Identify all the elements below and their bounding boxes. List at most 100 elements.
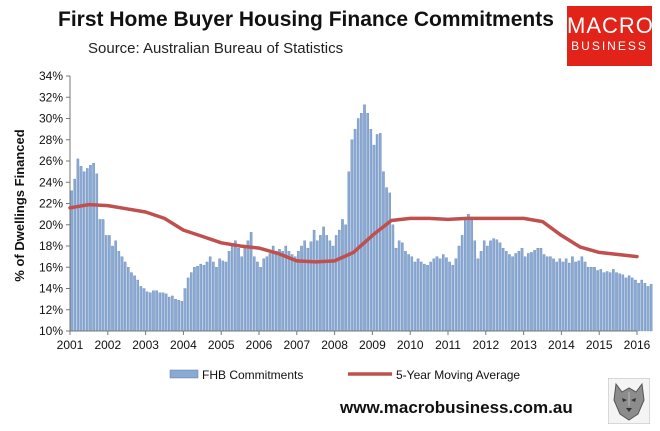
bar [108, 235, 111, 332]
bar [86, 168, 89, 332]
bar [479, 251, 483, 332]
bar [284, 245, 288, 332]
bar [243, 245, 247, 332]
bar [627, 275, 631, 332]
bar [338, 229, 341, 332]
bar [104, 235, 108, 332]
x-tick-label: 2009 [359, 338, 386, 352]
bar [117, 251, 121, 332]
bar [234, 240, 237, 332]
y-tick-label: 10% [39, 324, 63, 338]
bar [586, 267, 590, 332]
bar [470, 219, 473, 332]
x-tick-label: 2001 [57, 338, 84, 352]
bar [155, 290, 158, 332]
bar [413, 261, 417, 332]
bar [95, 173, 99, 332]
x-tick-label: 2013 [510, 338, 537, 352]
bar [416, 258, 420, 332]
bar [590, 267, 593, 332]
bar [177, 300, 180, 332]
bar [221, 260, 225, 332]
bar [558, 258, 562, 332]
bar [275, 251, 278, 332]
bar [152, 290, 155, 332]
bar [549, 256, 552, 332]
bar [82, 171, 86, 332]
bar [89, 165, 92, 332]
logo-line-2: BUSINESS [571, 39, 648, 53]
bar [278, 249, 281, 332]
bar [79, 166, 83, 332]
x-tick-label: 2012 [472, 338, 499, 352]
legend-label-bars: FHB Commitments [202, 368, 303, 382]
bar [287, 251, 291, 332]
bar [464, 219, 467, 332]
y-tick-label: 24% [39, 175, 63, 189]
bar [388, 192, 392, 332]
bar [183, 288, 187, 332]
bar [536, 247, 540, 332]
bar [309, 241, 313, 332]
bar [643, 283, 647, 332]
bar [290, 254, 294, 332]
x-tick-label: 2005 [208, 338, 235, 352]
bar [230, 245, 234, 332]
bar [539, 247, 543, 332]
bar [523, 256, 527, 332]
bar [457, 245, 461, 332]
bar [281, 251, 284, 332]
bar [571, 256, 574, 332]
bar [174, 298, 177, 332]
bar [514, 253, 518, 332]
bar [605, 271, 609, 332]
bar [615, 272, 618, 332]
bar [637, 283, 640, 332]
x-tick-label: 2015 [586, 338, 613, 352]
bar [593, 267, 596, 332]
bar [76, 158, 80, 332]
bar [391, 224, 395, 332]
y-tick-label: 34% [39, 69, 63, 83]
bar [356, 118, 360, 332]
bar [407, 254, 410, 332]
bar [344, 224, 347, 332]
bar [237, 247, 240, 332]
bar [139, 286, 143, 332]
bar [624, 277, 628, 332]
bar [445, 257, 448, 332]
bar [259, 267, 262, 332]
bar [612, 269, 615, 332]
bar [158, 292, 162, 332]
bar [404, 251, 407, 332]
x-tick-label: 2011 [435, 338, 461, 352]
bar [567, 262, 571, 332]
bar [438, 258, 442, 332]
bar [542, 254, 546, 332]
legend-label-line: 5-Year Moving Average [396, 368, 520, 382]
y-tick-label: 32% [39, 90, 63, 104]
bar [530, 252, 533, 332]
bar [164, 293, 168, 332]
bar [126, 267, 130, 332]
bar [161, 292, 165, 332]
bar [297, 251, 300, 332]
x-tick-label: 2007 [283, 338, 310, 352]
chart-subtitle: Source: Australian Bureau of Statistics [88, 40, 344, 57]
bar [520, 247, 524, 332]
x-tick-label: 2010 [397, 338, 424, 352]
bar [511, 256, 514, 332]
bar [227, 251, 231, 332]
bar [378, 133, 382, 332]
macrobusiness-logo: MACRO BUSINESS [567, 6, 653, 66]
bar [224, 261, 228, 332]
bar [473, 240, 477, 332]
bar [451, 264, 455, 332]
bar [561, 261, 565, 332]
bar [385, 187, 388, 332]
bar [372, 144, 376, 332]
bar [552, 258, 555, 332]
bar [199, 263, 203, 332]
bar [432, 258, 436, 332]
